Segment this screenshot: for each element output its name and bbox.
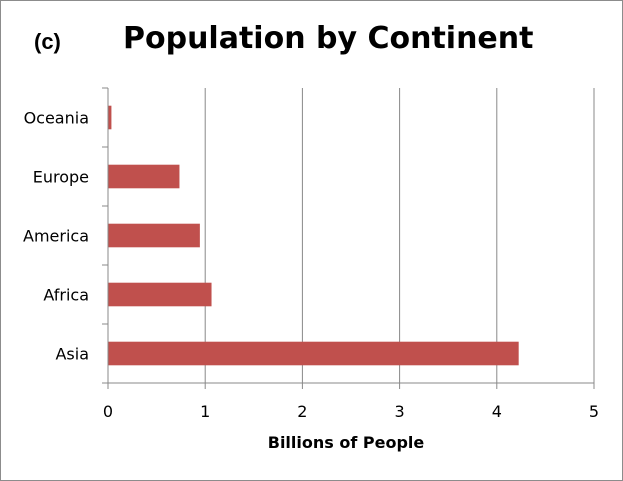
- x-axis-title: Billions of People: [268, 433, 425, 452]
- bar-asia: [108, 341, 519, 366]
- x-tick-label: 0: [103, 402, 113, 421]
- category-label: America: [23, 227, 89, 246]
- bar-oceania: [108, 105, 112, 130]
- x-tick-labels: 0 1 2 3 4 5: [103, 402, 599, 421]
- panel-label: (c): [34, 29, 61, 54]
- chart-title: Population by Continent: [123, 21, 534, 56]
- gridlines: [204, 88, 595, 383]
- category-labels: Oceania Europe America Africa Asia: [23, 109, 89, 364]
- bar-america: [108, 223, 200, 248]
- axes: [102, 87, 595, 389]
- category-label: Oceania: [24, 109, 89, 128]
- x-tick-label: 5: [589, 402, 599, 421]
- category-label: Africa: [43, 286, 89, 305]
- bars: [108, 105, 519, 366]
- x-tick-label: 4: [492, 402, 502, 421]
- category-label: Asia: [55, 345, 89, 364]
- x-tick-label: 3: [395, 402, 405, 421]
- x-tick-label: 2: [297, 402, 307, 421]
- x-tick-label: 1: [200, 402, 210, 421]
- category-label: Europe: [33, 168, 89, 187]
- bar-europe: [108, 164, 180, 189]
- bar-africa: [108, 282, 212, 307]
